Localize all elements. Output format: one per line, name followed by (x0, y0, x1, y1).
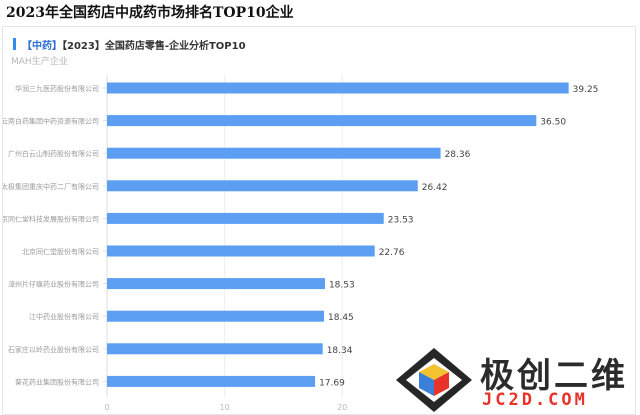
x-tick-label: 0 (104, 403, 109, 412)
bar (107, 278, 325, 290)
jc2d-watermark-logo: 极创二维 JC2D.COM (394, 344, 640, 415)
data-label: 18.53 (329, 281, 355, 291)
bar (107, 82, 569, 94)
category-label: 云南白药集团中药资源有限公司 (3, 117, 99, 126)
page-title: 2023年全国药店中成药市场排名TOP10企业 (6, 5, 294, 21)
category-label: 漳州片仔癀药业股份有限公司 (8, 280, 99, 289)
bar (107, 180, 418, 192)
data-label: 39.25 (573, 85, 599, 95)
cube-logo-icon (396, 348, 472, 412)
card-accent-bar (13, 38, 16, 50)
category-label: 太极集团重庆中药二厂有限公司 (3, 182, 99, 191)
data-label: 23.53 (388, 215, 414, 225)
data-label: 28.36 (445, 150, 471, 160)
data-label: 36.50 (540, 118, 566, 128)
bar (107, 212, 384, 224)
category-label: 北京同仁堂科技发展股份有限公司 (3, 214, 99, 223)
category-label: 广州白云山制药股份有限公司 (8, 149, 99, 158)
bar (107, 375, 316, 387)
bar (107, 245, 375, 257)
bar (107, 310, 325, 322)
category-label: 江中药业股份有限公司 (29, 312, 99, 321)
data-label: 18.34 (327, 346, 353, 356)
y-axis-title: MAH生产企业 (11, 55, 68, 67)
bar (107, 147, 441, 159)
card-title: 【中药】【2023】全国药店零售-企业分析TOP10 (22, 37, 246, 52)
data-label: 17.69 (319, 378, 345, 388)
watermark-name-cn: 极创二维 (480, 356, 628, 396)
data-label: 26.42 (422, 183, 448, 193)
bar (107, 115, 537, 127)
category-label: 石家庄以岭药业股份有限公司 (8, 345, 99, 354)
watermark-name-en: JC2D.COM (482, 390, 588, 410)
card-title-text: 【2023】全国药店零售-企业分析TOP10 (62, 40, 246, 52)
card-header: 【中药】【2023】全国药店零售-企业分析TOP10 (13, 37, 246, 52)
category-label: 葵花药业集团股份有限公司 (15, 377, 99, 386)
bar (107, 343, 323, 355)
category-label: 北京同仁堂股份有限公司 (22, 247, 99, 256)
data-label: 22.76 (379, 248, 405, 258)
chart-card: 【中药】【2023】全国药店零售-企业分析TOP10 MAH生产企业 0 10 20 华… (2, 26, 636, 415)
x-tick-label: 10 (220, 403, 230, 412)
x-tick-label: 20 (337, 403, 347, 412)
bar-chart: MAH生产企业 0 10 20 华润三九医药股份有限公司 39.25 云南白药集团中药资源有… (3, 55, 599, 412)
category-label: 华润三九医药股份有限公司 (15, 84, 99, 93)
category-tag: 【中药】 (22, 40, 62, 52)
data-label: 18.45 (328, 313, 354, 323)
